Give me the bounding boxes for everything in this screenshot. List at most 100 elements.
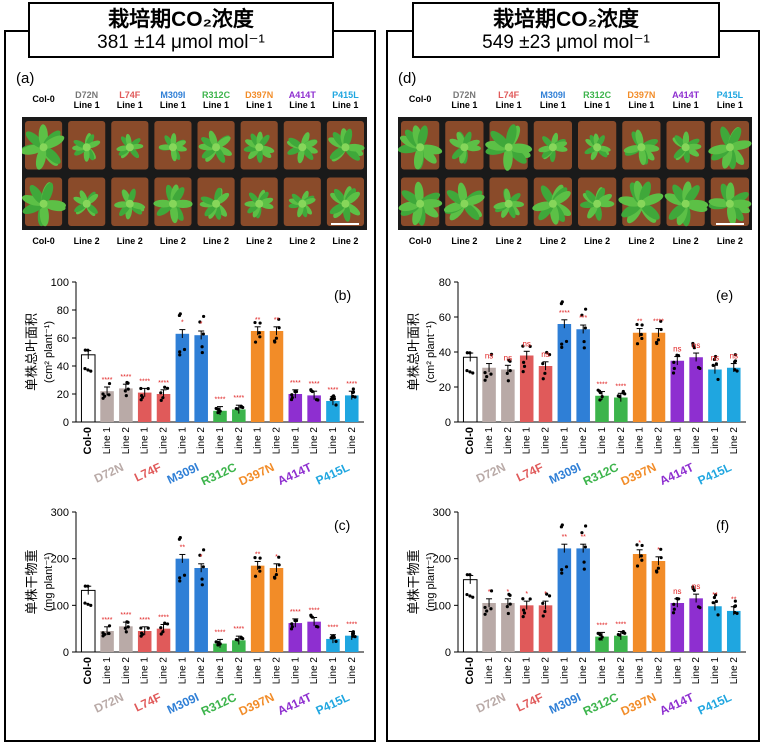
plant-center (504, 199, 513, 208)
data-point (541, 377, 545, 381)
bar (344, 395, 359, 422)
plant-leaf (505, 124, 517, 148)
photo-genotype-name: D397N (627, 90, 656, 100)
group-label: P415L (314, 690, 352, 718)
plant-leaf (329, 146, 346, 160)
significance-label: *** (579, 315, 587, 322)
y-tick-label: 0 (63, 647, 69, 659)
photo-genotype-label: D72N Line 1 (65, 90, 108, 110)
data-point (522, 608, 526, 612)
plant-leaf (333, 188, 347, 205)
data-point (635, 322, 639, 327)
data-point (698, 366, 702, 371)
plant-leaf (540, 185, 554, 205)
bar (175, 333, 190, 422)
data-point (583, 545, 587, 549)
plant-leaf (172, 187, 185, 205)
data-point (273, 576, 277, 580)
bar (462, 356, 478, 423)
data-point (198, 320, 202, 324)
plant-center (125, 143, 134, 152)
x-tick-label: Line 2 (121, 427, 132, 455)
group-label: P415L (314, 460, 352, 485)
significance-label: * (200, 321, 203, 328)
data-point (177, 313, 182, 318)
significance-label: **** (158, 380, 169, 387)
data-point (541, 614, 545, 618)
x-tick-label: Line 2 (196, 427, 207, 455)
data-point (655, 341, 659, 346)
photo-line-label: Line 1 (451, 100, 478, 110)
significance-label: ** (180, 544, 186, 551)
x-tick-label: Line 1 (215, 427, 226, 455)
data-point (616, 394, 620, 398)
plant-leaf (420, 199, 443, 208)
plant-leaf (708, 198, 730, 208)
x-tick-label: Line 2 (541, 427, 552, 455)
data-point (216, 410, 220, 415)
significance-label: **** (139, 617, 150, 624)
plant-leaf (727, 203, 737, 225)
significance-label: * (181, 320, 184, 327)
data-point (522, 611, 527, 615)
data-point (560, 571, 564, 575)
plant-center (298, 199, 307, 208)
data-point (277, 317, 281, 321)
photo-bottom-label: Line 2 (628, 236, 655, 246)
data-point (159, 626, 163, 630)
plant-center (416, 143, 425, 152)
bar (501, 369, 515, 422)
x-tick-label: Line 1 (140, 427, 151, 455)
photo-genotype-label: D72N Line 1 (442, 90, 486, 110)
group-label: M309I (547, 460, 583, 485)
significance-label: **** (559, 310, 570, 317)
significance-label: **** (215, 629, 226, 636)
x-tick-label: Col-0 (464, 657, 476, 685)
bar (689, 357, 703, 422)
photo-genotype-label: L74F Line 1 (487, 90, 531, 110)
data-point (253, 320, 257, 325)
plant-leaf (463, 203, 480, 221)
significance-label: **** (120, 374, 131, 381)
significance-label: **** (653, 319, 664, 326)
photo-bottom-label: Col-0 (408, 236, 432, 246)
x-tick-label: Line 2 (196, 657, 207, 685)
data-point (468, 370, 472, 374)
x-tick-label: Line 2 (347, 427, 358, 455)
data-point (522, 364, 527, 368)
y-axis-title: 单株总叶面积 (406, 313, 421, 391)
significance-label: ns (692, 341, 700, 350)
data-point (200, 577, 204, 581)
significance-label: ** (255, 317, 261, 324)
plant-center (725, 143, 734, 152)
y-tick-label: 100 (433, 600, 451, 612)
plant-leaf (172, 199, 193, 208)
data-point (583, 326, 587, 330)
x-tick-label: Line 1 (484, 427, 495, 455)
photo-genotype-name: D72N (75, 90, 99, 100)
right-title-line2: 549 ±23 μmol mol⁻¹ (482, 32, 650, 53)
photo-line-label: Line 1 (628, 100, 655, 110)
data-point (126, 625, 130, 629)
panel-label: (e) (716, 287, 733, 303)
plant-leaf (635, 129, 644, 148)
data-point (507, 358, 511, 362)
data-point (675, 596, 679, 601)
plant-leaf (43, 200, 67, 210)
data-point (253, 340, 258, 344)
data-point (86, 368, 90, 372)
data-point (733, 368, 737, 372)
data-point (560, 342, 564, 346)
x-tick-label: Line 1 (177, 427, 188, 455)
y-tick-label: 100 (51, 600, 69, 612)
x-tick-label: Line 1 (290, 427, 301, 455)
data-point (86, 584, 90, 588)
data-point (483, 605, 487, 610)
panel-label-d: (d) (398, 70, 417, 87)
y-tick-label: 80 (439, 277, 451, 289)
significance-label: **** (120, 612, 131, 619)
data-point (564, 565, 569, 569)
group-label: A414T (657, 460, 696, 485)
x-tick-label: Line 1 (140, 657, 151, 685)
data-point (177, 537, 182, 541)
